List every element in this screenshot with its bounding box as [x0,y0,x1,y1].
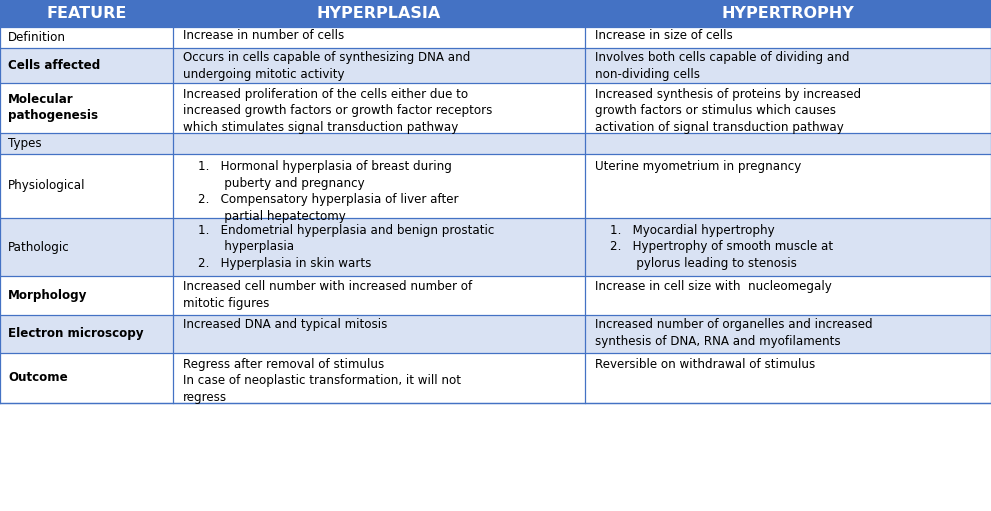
Text: Reversible on withdrawal of stimulus: Reversible on withdrawal of stimulus [595,358,815,370]
Text: HYPERPLASIA: HYPERPLASIA [317,6,441,21]
Bar [0,82,173,132]
Text: HYPERTROPHY: HYPERTROPHY [721,6,854,21]
Bar [173,353,585,403]
Bar [173,276,585,314]
Bar [0,353,173,403]
Text: Increased cell number with increased number of
mitotic figures: Increased cell number with increased num… [183,280,473,310]
Text: Molecular
pathogenesis: Molecular pathogenesis [8,93,98,122]
Bar [173,48,585,82]
Bar [0,154,173,218]
Bar [173,0,585,27]
Bar [0,48,173,82]
Bar [585,0,991,27]
Text: Outcome: Outcome [8,371,67,384]
Bar [585,82,991,132]
Text: Electron microscopy: Electron microscopy [8,327,144,340]
Text: Uterine myometrium in pregnancy: Uterine myometrium in pregnancy [595,160,801,173]
Bar [0,27,173,48]
Text: Physiological: Physiological [8,179,85,192]
Bar [173,82,585,132]
Bar [0,132,173,154]
Text: Cells affected: Cells affected [8,59,100,72]
Text: Increased proliferation of the cells either due to
increased growth factors or g: Increased proliferation of the cells eit… [183,87,493,133]
Bar [585,27,991,48]
Bar [0,218,173,276]
Text: Increase in cell size with  nucleomegaly: Increase in cell size with nucleomegaly [595,280,831,293]
Text: Types: Types [8,137,42,150]
Text: FEATURE: FEATURE [47,6,127,21]
Bar [0,276,173,314]
Bar [585,154,991,218]
Text: Increase in number of cells: Increase in number of cells [183,29,345,42]
Bar [585,276,991,314]
Text: Increased number of organelles and increased
synthesis of DNA, RNA and myofilame: Increased number of organelles and incre… [595,318,872,348]
Bar [173,314,585,353]
Bar [585,132,991,154]
Text: Definition: Definition [8,31,66,43]
Bar [585,353,991,403]
Text: Increased synthesis of proteins by increased
growth factors or stimulus which ca: Increased synthesis of proteins by incre… [595,87,861,133]
Text: Occurs in cells capable of synthesizing DNA and
undergoing mitotic activity: Occurs in cells capable of synthesizing … [183,51,471,81]
Text: Regress after removal of stimulus
In case of neoplastic transformation, it will : Regress after removal of stimulus In cas… [183,358,462,404]
Text: Increase in size of cells: Increase in size of cells [595,29,732,42]
Bar [173,132,585,154]
Text: Morphology: Morphology [8,289,87,302]
Text: Pathologic: Pathologic [8,241,69,253]
Text: 1.   Endometrial hyperplasia and benign prostatic
           hyperplasia
    2. : 1. Endometrial hyperplasia and benign pr… [183,224,495,270]
Bar [585,48,991,82]
Text: Involves both cells capable of dividing and
non-dividing cells: Involves both cells capable of dividing … [595,51,849,81]
Text: 1.   Myocardial hypertrophy
    2.   Hypertrophy of smooth muscle at
           : 1. Myocardial hypertrophy 2. Hypertrophy… [595,224,832,270]
Bar [585,314,991,353]
Bar [585,218,991,276]
Text: Increased DNA and typical mitosis: Increased DNA and typical mitosis [183,318,387,331]
Bar [173,218,585,276]
Text: 1.   Hormonal hyperplasia of breast during
           puberty and pregnancy
    : 1. Hormonal hyperplasia of breast during… [183,160,459,223]
Bar [173,27,585,48]
Bar [173,154,585,218]
Bar [0,314,173,353]
Bar [0,0,173,27]
